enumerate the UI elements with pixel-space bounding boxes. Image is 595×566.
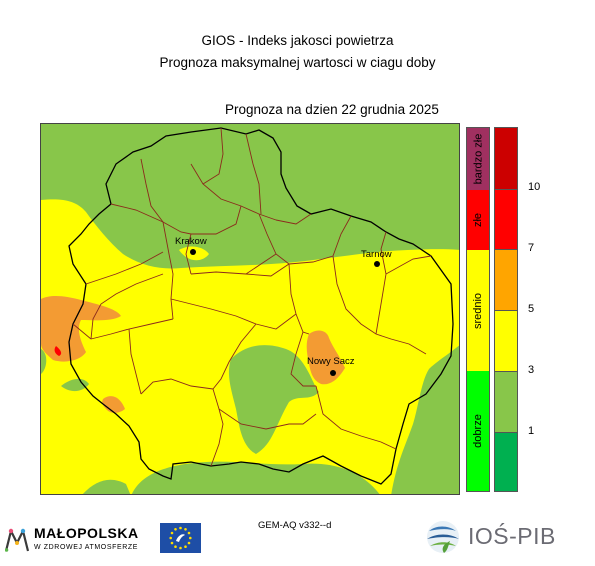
city-label-tarnow: Tarnow (361, 249, 392, 260)
category-bad: złe (467, 190, 489, 250)
scale-segment (495, 190, 517, 250)
ios-pib-icon (427, 521, 459, 553)
zone-sufficient-southwest (102, 396, 125, 413)
zone-good-southstrip (132, 461, 380, 494)
category-very-bad: bardzo złe (467, 128, 489, 190)
scale-segment (495, 311, 517, 372)
eu-stars-icon (169, 526, 192, 550)
category-good-label: dobrze (472, 414, 485, 448)
region-border (68, 127, 454, 485)
city-dot-tarnow (374, 261, 380, 267)
ios-pib-logo: IOŚ-PIB (424, 519, 564, 555)
zone-good-southwest (82, 479, 131, 494)
malopolska-tagline: W ZDROWEJ ATMOSFERZE (34, 544, 139, 551)
zone-good-west (61, 378, 89, 392)
malopolska-icon (5, 528, 29, 552)
scale-tick: 3 (528, 364, 535, 376)
category-moderate-label: srednio (472, 292, 485, 329)
city-dot-nowy-sacz (330, 370, 336, 376)
scale-tick: 1 (528, 425, 535, 437)
category-good: dobrze (467, 371, 489, 491)
zone-good-north (41, 124, 459, 269)
scale-segment (495, 250, 517, 311)
category-bad-label: złe (472, 212, 484, 228)
scale-tick: 10 (528, 181, 541, 193)
city-label-nowy-sacz: Nowy Sacz (307, 356, 355, 367)
index-scale (494, 127, 518, 492)
scale-segment (495, 372, 517, 433)
category-very-bad-label: bardzo złe (472, 133, 485, 185)
eu-flag-logo (160, 523, 201, 553)
malopolska-name: MAŁOPOLSKA (34, 525, 139, 541)
scale-segment (495, 433, 517, 491)
city-dot-krakow (190, 249, 196, 255)
map-subtitle: Prognoza maksymalnej wartosci w ciagu do… (159, 55, 436, 70)
malopolska-logo: MAŁOPOLSKA W ZDROWEJ ATMOSFERZE (5, 525, 155, 557)
forecast-date: Prognoza na dzien 22 grudnia 2025 (225, 102, 439, 117)
district-borders (72, 127, 432, 467)
scale-tick: 5 (528, 303, 535, 315)
model-version: GEM-AQ v332--d (258, 520, 332, 531)
zone-sufficient-nowysacz (306, 330, 345, 385)
category-legend: bardzo złe złe srednio dobrze (466, 127, 490, 492)
zone-high-west (54, 346, 62, 356)
city-label-krakow: Krakow (175, 236, 207, 247)
category-moderate: srednio (467, 250, 489, 371)
ios-pib-name: IOŚ-PIB (468, 523, 556, 549)
map-title: GIOS - Indeks jakosci powietrza (201, 33, 394, 48)
scale-segment (495, 128, 517, 190)
zone-good-west-edge (41, 349, 47, 374)
scale-tick: 7 (528, 242, 535, 254)
zone-good-south (228, 345, 319, 454)
forecast-map: Krakow Tarnow Nowy Sacz (40, 123, 460, 495)
zone-good-southeast (391, 345, 459, 494)
zone-sufficient-west (41, 296, 121, 362)
